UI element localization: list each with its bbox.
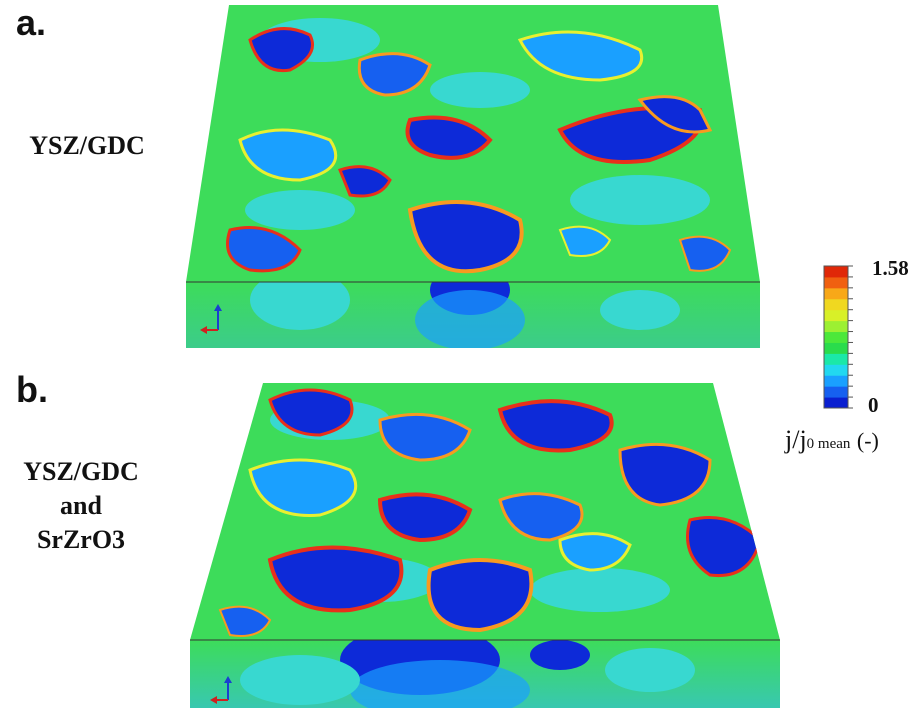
colorbar-segment (824, 353, 848, 365)
colorbar-segment (824, 342, 848, 354)
slab-b-axis-triad (210, 676, 232, 704)
colorbar-segment (824, 320, 848, 333)
colorbar-segment (824, 266, 848, 278)
panel-b-label-line-1: YSZ/GDC (23, 457, 139, 486)
colorbar-segment (824, 364, 848, 376)
colorbar-caption-main: j/j (785, 425, 807, 454)
colorbar-caption-sub: 0 mean (806, 436, 851, 452)
colorbar-segment (824, 309, 848, 322)
panel-a-letter: a. (16, 2, 47, 43)
panel-a-material-label: YSZ/GDC (12, 129, 162, 163)
colorbar-caption: j/j0 mean (-) (785, 425, 879, 455)
panel-b-label-line-3: SrZrO3 (36, 525, 126, 554)
panel-a-label-line: YSZ/GDC (29, 131, 145, 160)
slab-a-axis-triad (200, 304, 222, 334)
colorbar-segment (824, 287, 848, 300)
colorbar-segment (824, 397, 848, 409)
colorbar-segment (824, 298, 848, 311)
panel-b-material-label: YSZ/GDC and SrZrO3 (6, 455, 156, 557)
colorbar-caption-unit: (-) (856, 428, 879, 453)
colorbar-max-label: 1.58 (872, 256, 909, 280)
colorbar-segment (824, 276, 848, 289)
colorbar-segments (824, 266, 848, 409)
slab-a-field-pattern (226, 18, 732, 274)
colorbar-segment (824, 375, 848, 387)
panel-b-letter: b. (16, 369, 48, 410)
colorbar-segment (824, 386, 848, 398)
colorbar-segment (824, 331, 848, 343)
panel-b-label-line-2: and (60, 491, 102, 520)
colorbar (823, 265, 853, 409)
colorbar-min-label: 0 (868, 393, 879, 417)
slab-b-field-pattern (218, 388, 762, 637)
colorbar-ticks (848, 265, 853, 409)
